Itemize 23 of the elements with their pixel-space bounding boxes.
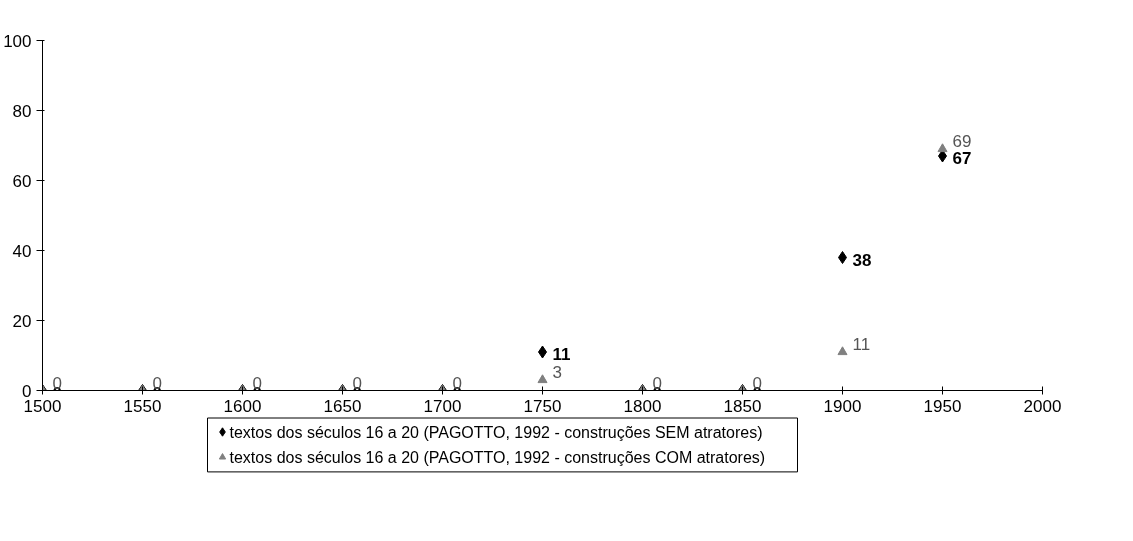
y-tick-label: 20 xyxy=(12,311,32,331)
x-tick-label: 2000 xyxy=(1023,396,1062,416)
legend-label: textos dos séculos 16 a 20 (PAGOTTO, 1992 - construções SEM atratores) xyxy=(229,423,763,441)
x-tick-label: 1950 xyxy=(923,396,962,416)
x-tick-label: 1600 xyxy=(223,396,262,416)
x-tick-label: 1550 xyxy=(123,396,162,416)
x-tick-label: 1900 xyxy=(823,396,862,416)
data-label: 11 xyxy=(552,345,571,364)
y-tick-label: 60 xyxy=(12,171,32,191)
data-label: 38 xyxy=(852,250,872,270)
data-label: 11 xyxy=(852,335,871,354)
x-tick-label: 1700 xyxy=(423,396,462,416)
y-tick-label: 80 xyxy=(12,101,32,121)
data-label: 67 xyxy=(952,149,972,168)
x-tick-label: 1650 xyxy=(323,396,362,416)
y-tick-label: 100 xyxy=(3,31,32,51)
x-tick-label: 1800 xyxy=(623,396,662,416)
x-tick-label: 1850 xyxy=(723,396,762,416)
x-tick-label: 1750 xyxy=(523,396,562,416)
data-label: 69 xyxy=(952,132,972,151)
y-tick-label: 40 xyxy=(12,241,32,261)
data-label: 3 xyxy=(552,363,562,382)
legend-label: textos dos séculos 16 a 20 (PAGOTTO, 1992 - construções COM atratores) xyxy=(229,448,766,466)
